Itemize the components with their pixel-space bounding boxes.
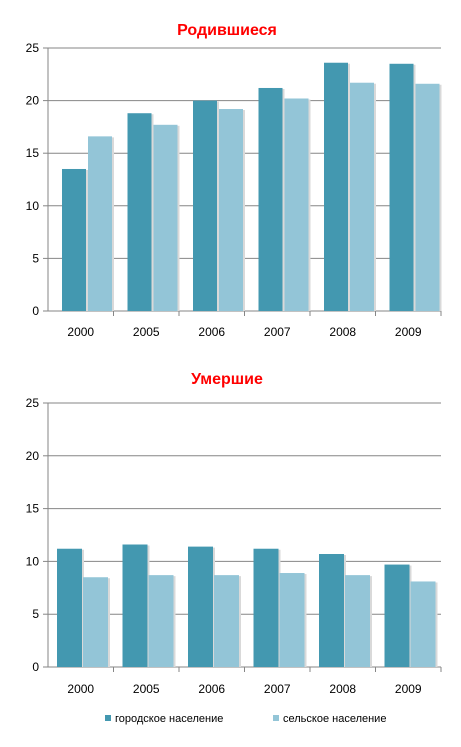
births-y-axis-ticks: 0 5 10 15 20 25 [26,41,40,318]
legend-swatch-rural [273,715,279,721]
deaths-x-axis-ticks: 2000 2005 2006 2007 2008 2009 [67,682,422,696]
deaths-y-tick-label: 20 [26,449,40,463]
births-x-tick-label: 2000 [67,325,94,339]
births-y-tick-label: 10 [26,199,40,213]
births-bar-urban-2000 [62,168,86,311]
deaths-bar-rural-2000 [83,577,108,667]
deaths-y-tick-label: 15 [26,502,40,516]
deaths-bar-urban-2005 [122,544,148,667]
deaths-x-tick-label: 2007 [264,682,291,696]
deaths-y-tick-label: 25 [26,396,40,410]
deaths-x-tick-label: 2000 [67,682,94,696]
deaths-chart-title: Умершие [191,371,263,388]
births-bar-rural-2007 [284,98,309,311]
deaths-y-tick-label: 10 [26,554,40,568]
births-bar-urban-2006 [193,100,217,311]
deaths-bar-urban-2000 [57,548,82,667]
births-bar-rural-2009 [415,83,440,311]
births-y-tick-label: 25 [26,41,40,55]
births-bar-rural-2006 [219,109,243,312]
births-y-tick-label: 0 [32,304,39,318]
legend: городское население сельское население [105,713,386,725]
deaths-bar-urban-2006 [188,546,213,667]
deaths-bar-rural-2005 [148,575,174,667]
deaths-y-tick-label: 0 [32,660,39,674]
births-y-tick-label: 15 [26,146,40,160]
births-x-tick-label: 2007 [264,325,291,339]
births-y-tick-label: 20 [26,94,40,108]
births-bar-rural-2000 [88,136,112,311]
deaths-gridlines [43,402,442,672]
births-bar-urban-2009 [389,63,414,311]
deaths-bar-rural-2009 [410,581,436,667]
deaths-x-tick-label: 2005 [133,682,160,696]
deaths-bar-urban-2009 [384,564,410,667]
deaths-bars [57,544,438,667]
births-x-tick-label: 2008 [329,325,356,339]
deaths-x-tick-label: 2006 [198,682,225,696]
deaths-y-axis-ticks: 0 5 10 15 20 25 [26,396,40,674]
births-bar-rural-2005 [153,124,178,312]
births-bar-rural-2008 [350,82,374,311]
births-bars [62,62,442,312]
births-chart-title: Родившиеся [177,22,277,39]
legend-label-urban: городское население [115,713,223,725]
legend-label-rural: сельское население [283,713,386,725]
births-x-tick-label: 2005 [133,325,160,339]
deaths-x-tick-label: 2009 [395,682,422,696]
births-bar-urban-2007 [258,87,283,311]
legend-swatch-urban [105,715,111,721]
births-bar-urban-2005 [127,113,152,311]
births-bar-urban-2008 [324,62,348,312]
deaths-bar-rural-2007 [279,573,305,667]
deaths-bar-rural-2008 [345,575,370,667]
deaths-x-tick-label: 2008 [329,682,356,696]
deaths-bar-rural-2006 [214,575,239,667]
births-y-tick-label: 5 [32,251,39,265]
deaths-bar-urban-2007 [253,548,279,667]
deaths-y-tick-label: 5 [32,607,39,621]
deaths-bar-urban-2008 [319,554,344,667]
births-x-tick-label: 2009 [395,325,422,339]
births-x-tick-label: 2006 [198,325,225,339]
births-x-axis-ticks: 2000 2005 2006 2007 2008 2009 [67,325,422,339]
